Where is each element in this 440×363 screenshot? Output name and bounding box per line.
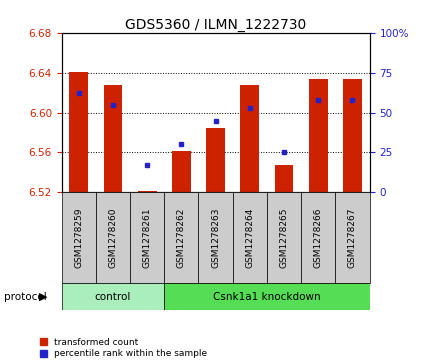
Bar	[343, 79, 362, 192]
Bar	[267, 192, 301, 283]
Bar	[164, 283, 370, 310]
Text: GSM1278262: GSM1278262	[177, 208, 186, 268]
Text: GSM1278265: GSM1278265	[279, 208, 289, 268]
Bar	[275, 166, 293, 192]
Text: Csnk1a1 knockdown: Csnk1a1 knockdown	[213, 292, 321, 302]
Bar	[138, 191, 157, 192]
Bar	[309, 79, 328, 192]
Text: protocol: protocol	[4, 292, 47, 302]
Bar	[70, 72, 88, 192]
Bar	[233, 192, 267, 283]
Bar	[335, 192, 370, 283]
Text: GSM1278267: GSM1278267	[348, 208, 357, 268]
Text: GSM1278264: GSM1278264	[246, 208, 254, 268]
Bar	[240, 85, 259, 192]
Bar	[172, 151, 191, 192]
Legend: transformed count, percentile rank within the sample: transformed count, percentile rank withi…	[40, 338, 207, 359]
Text: GSM1278260: GSM1278260	[108, 208, 117, 268]
Text: GSM1278266: GSM1278266	[314, 208, 323, 268]
Text: GSM1278263: GSM1278263	[211, 208, 220, 268]
Title: GDS5360 / ILMN_1222730: GDS5360 / ILMN_1222730	[125, 18, 306, 32]
Bar	[164, 192, 198, 283]
Text: ▶: ▶	[39, 292, 48, 302]
Text: GSM1278259: GSM1278259	[74, 208, 83, 268]
Text: GSM1278261: GSM1278261	[143, 208, 152, 268]
Bar	[198, 192, 233, 283]
Bar	[206, 127, 225, 192]
Bar	[96, 192, 130, 283]
Bar	[130, 192, 164, 283]
Text: control: control	[95, 292, 131, 302]
Bar	[62, 283, 164, 310]
Bar	[103, 85, 122, 192]
Bar	[301, 192, 335, 283]
Bar	[62, 192, 96, 283]
